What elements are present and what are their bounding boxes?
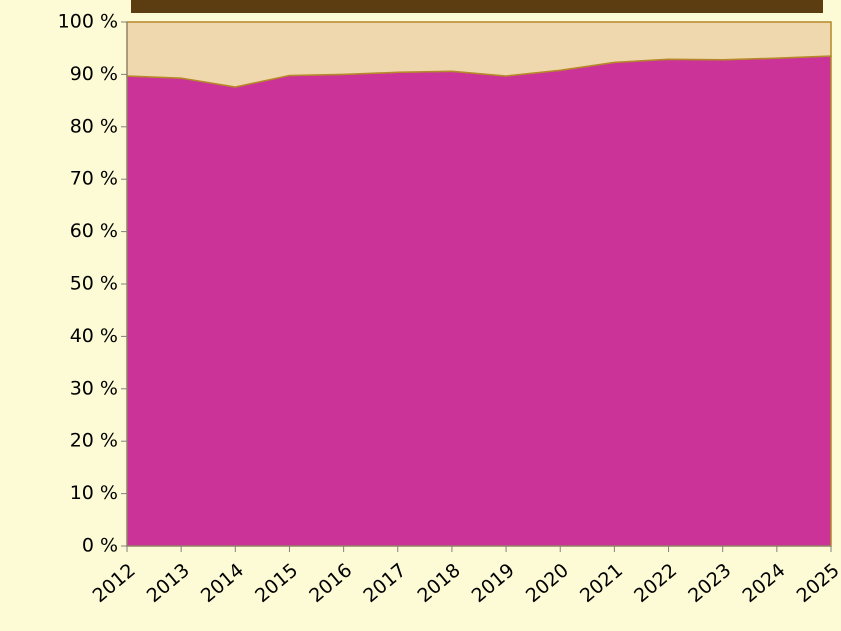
y-tick-label: 30 %	[70, 377, 118, 399]
y-tick-label: 60 %	[70, 220, 118, 242]
area	[126, 21, 832, 88]
area	[126, 55, 832, 547]
y-tick-label: 90 %	[70, 63, 118, 85]
y-tick-label: 50 %	[70, 273, 118, 295]
y-tick-label: 20 %	[70, 430, 118, 452]
y-tick-label: 40 %	[70, 325, 118, 347]
y-tick-label: 0 %	[82, 535, 118, 557]
header-bar	[131, 0, 823, 13]
y-tick-label: 80 %	[70, 115, 118, 137]
y-tick-label: 10 %	[70, 482, 118, 504]
y-tick-label: 100 %	[58, 11, 118, 33]
y-tick-label: 70 %	[70, 168, 118, 190]
